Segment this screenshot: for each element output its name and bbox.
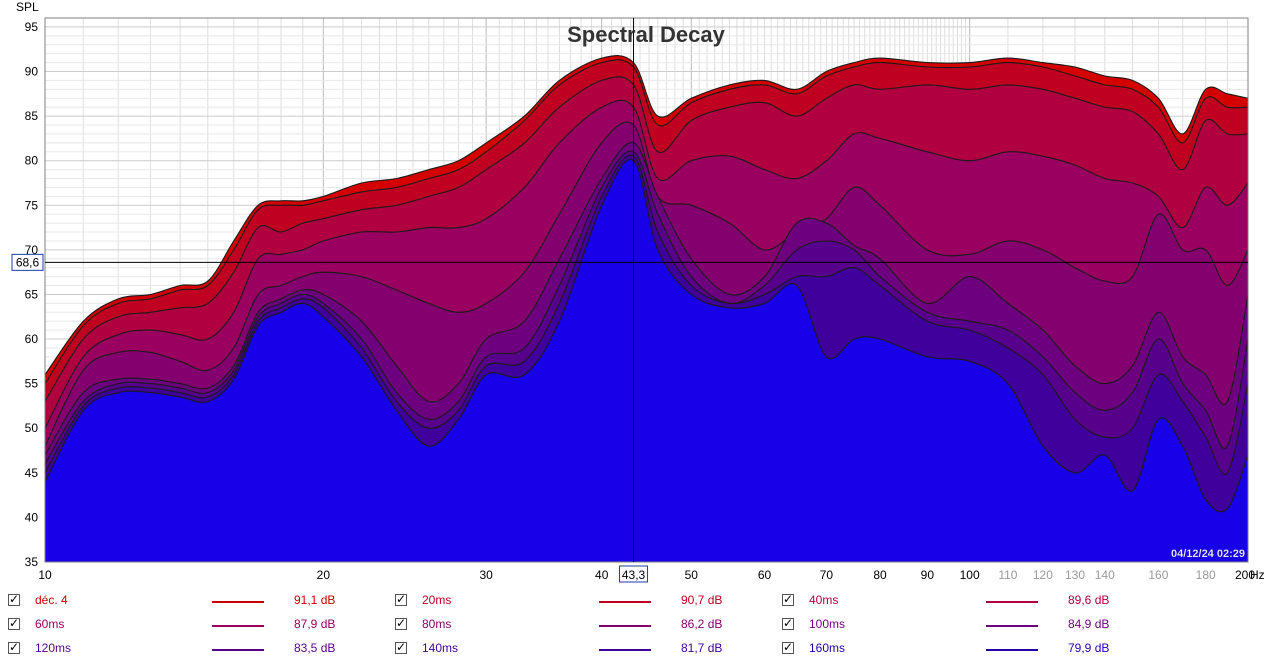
y-tick-label: 35 xyxy=(25,555,39,569)
legend-item: 20ms 90,7 dB xyxy=(395,591,775,611)
legend-line-swatch xyxy=(986,601,1038,603)
y-tick-label: 40 xyxy=(25,510,39,524)
legend-checkbox[interactable] xyxy=(395,640,407,654)
legend-value: 79,9 dB xyxy=(1068,641,1110,655)
legend-checkbox[interactable] xyxy=(395,592,407,606)
legend-label: 140ms xyxy=(422,641,459,655)
x-tick-label: 80 xyxy=(873,568,887,582)
x-tick-label: 200 xyxy=(1235,568,1255,582)
legend-value: 91,1 dB xyxy=(294,593,336,607)
legend-label: 60ms xyxy=(35,617,65,631)
legend-item: 60ms 87,9 dB xyxy=(8,615,388,635)
legend-item: déc. 4 91,1 dB xyxy=(8,591,388,611)
legend-label: 160ms xyxy=(809,641,846,655)
legend-line-swatch xyxy=(599,601,651,603)
x-tick-label: 180 xyxy=(1196,568,1216,582)
legend-line-swatch xyxy=(599,625,651,627)
cursor-x-box xyxy=(619,565,649,583)
y-axis-label: SPL xyxy=(16,0,39,14)
x-tick-label: 130 xyxy=(1065,568,1085,582)
y-tick-label: 85 xyxy=(25,109,39,123)
plot-frame xyxy=(44,17,1249,563)
y-tick-label: 75 xyxy=(25,198,39,212)
legend-label: 20ms xyxy=(422,593,452,607)
y-tick-label: 80 xyxy=(25,154,39,168)
y-tick-label: 55 xyxy=(25,377,39,391)
legend-checkbox[interactable] xyxy=(8,640,20,654)
y-tick-label: 60 xyxy=(25,332,39,346)
x-tick-label: 70 xyxy=(820,568,834,582)
legend-item: 160ms 79,9 dB xyxy=(782,639,1162,659)
y-tick-label: 70 xyxy=(25,243,39,257)
cursor-x-value: 43,3 xyxy=(622,568,646,582)
y-tick-label: 50 xyxy=(25,421,39,435)
x-tick-label: 120 xyxy=(1033,568,1053,582)
y-axis-ticks: 35 40 45 50 55 60 65 70 75 80 85 90 95 xyxy=(25,20,39,569)
legend-line-swatch xyxy=(212,649,264,651)
legend-value: 86,2 dB xyxy=(681,617,723,631)
x-tick-label: 50 xyxy=(685,568,699,582)
y-tick-label: 65 xyxy=(25,287,39,301)
spectral-decay-chart: 68,6 43,3 35 40 45 50 55 60 65 70 75 80 85 90 95 10 20… xyxy=(11,0,1265,583)
cursor-y-box xyxy=(11,253,44,271)
legend: déc. 4 91,1 dB 20ms 90,7 dB 40ms 89,6 dB 60ms 8… xyxy=(0,588,1270,662)
x-tick-label: 30 xyxy=(479,568,493,582)
legend-checkbox[interactable] xyxy=(8,592,20,606)
y-tick-label: 90 xyxy=(25,65,39,79)
x-axis-unit-label: Hz xyxy=(1250,568,1265,582)
x-axis-ticks: 10 20 30 40 50 60 70 80 90 100 110 120 130 140 160 180 2… xyxy=(38,568,1255,582)
legend-line-swatch xyxy=(212,625,264,627)
legend-label: 80ms xyxy=(422,617,452,631)
legend-line-swatch xyxy=(986,625,1038,627)
y-tick-label: 95 xyxy=(25,20,39,34)
y-tick-label: 45 xyxy=(25,466,39,480)
x-tick-label: 140 xyxy=(1095,568,1115,582)
cursor-y-value: 68,6 xyxy=(16,255,40,269)
decay-areas xyxy=(45,55,1248,562)
decay-area-9 xyxy=(45,158,1248,562)
legend-item: 120ms 83,5 dB xyxy=(8,639,388,659)
legend-line-swatch xyxy=(212,601,264,603)
legend-item: 80ms 86,2 dB xyxy=(395,615,775,635)
legend-checkbox[interactable] xyxy=(782,592,794,606)
legend-item: 100ms 84,9 dB xyxy=(782,615,1162,635)
legend-item: 140ms 81,7 dB xyxy=(395,639,775,659)
legend-item: 40ms 89,6 dB xyxy=(782,591,1162,611)
chart-title: Spectral Decay xyxy=(567,22,726,47)
legend-value: 84,9 dB xyxy=(1068,617,1110,631)
legend-checkbox[interactable] xyxy=(8,616,20,630)
legend-label: déc. 4 xyxy=(35,593,68,607)
x-tick-label: 110 xyxy=(998,568,1017,582)
legend-checkbox[interactable] xyxy=(782,616,794,630)
timestamp: 04/12/24 02:29 xyxy=(1171,548,1245,560)
legend-value: 81,7 dB xyxy=(681,641,723,655)
legend-label: 100ms xyxy=(809,617,846,631)
legend-line-swatch xyxy=(986,649,1038,651)
x-tick-label: 20 xyxy=(317,568,331,582)
legend-value: 87,9 dB xyxy=(294,617,336,631)
legend-checkbox[interactable] xyxy=(782,640,794,654)
x-tick-label: 100 xyxy=(960,568,980,582)
legend-value: 89,6 dB xyxy=(1068,593,1110,607)
legend-label: 120ms xyxy=(35,641,72,655)
x-tick-label: 10 xyxy=(38,568,52,582)
x-tick-label: 60 xyxy=(758,568,772,582)
legend-value: 83,5 dB xyxy=(294,641,336,655)
x-tick-label: 90 xyxy=(921,568,935,582)
legend-line-swatch xyxy=(599,649,651,651)
x-tick-label: 160 xyxy=(1148,568,1168,582)
legend-value: 90,7 dB xyxy=(681,593,723,607)
legend-checkbox[interactable] xyxy=(395,616,407,630)
cursor[interactable]: 68,6 43,3 xyxy=(11,18,1248,583)
x-tick-label: 40 xyxy=(595,568,609,582)
legend-label: 40ms xyxy=(809,593,839,607)
